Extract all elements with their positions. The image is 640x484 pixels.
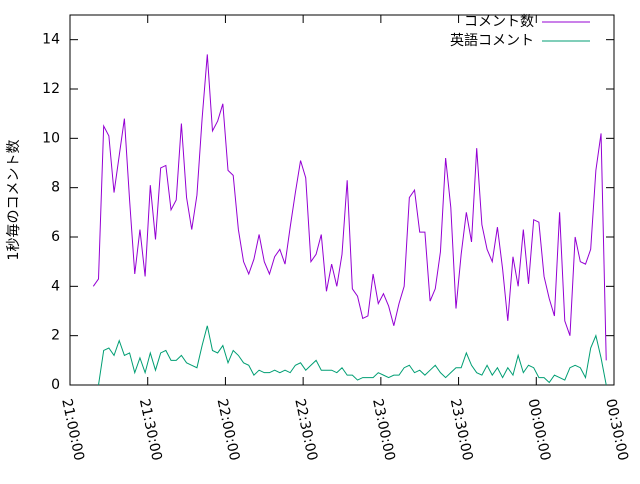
- y-tick-label: 10: [42, 130, 60, 146]
- x-tick-label: 21:00:00: [58, 397, 87, 462]
- x-tick-label: 00:00:00: [524, 397, 553, 462]
- series-line: [92, 54, 607, 361]
- y-tick-label: 4: [51, 278, 60, 294]
- y-tick-label: 12: [42, 81, 60, 97]
- x-tick-label: 23:30:00: [447, 397, 476, 462]
- y-tick-label: 2: [51, 328, 60, 344]
- x-tick-label: 22:30:00: [291, 397, 320, 462]
- x-tick-label: 21:30:00: [136, 397, 165, 462]
- y-tick-label: 6: [51, 229, 60, 245]
- y-tick-label: 8: [51, 180, 60, 196]
- plot-frame: [69, 14, 615, 386]
- y-axis-label: 1秒毎のコメント数: [6, 140, 22, 261]
- series-line: [98, 325, 607, 386]
- y-tick-label: 0: [51, 377, 60, 393]
- y-tick-label: 14: [42, 32, 60, 48]
- x-tick-label: 00:30:00: [602, 397, 631, 462]
- x-tick-label: 23:00:00: [369, 397, 398, 462]
- legend-label: 英語コメント: [450, 32, 534, 49]
- legend-label: コメント数: [464, 14, 534, 30]
- x-tick-label: 22:00:00: [214, 397, 243, 462]
